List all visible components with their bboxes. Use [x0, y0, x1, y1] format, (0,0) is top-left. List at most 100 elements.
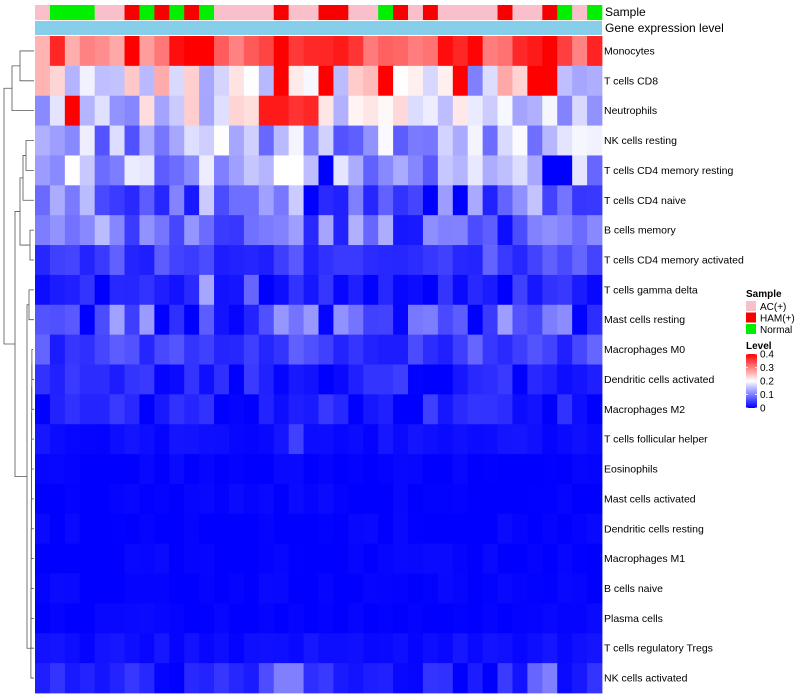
heatmap-cell: [228, 304, 245, 336]
heatmap-cell: [363, 573, 379, 604]
heatmap-cell: [437, 603, 454, 634]
heatmap-cell: [288, 454, 304, 485]
heatmap-cell: [214, 424, 230, 455]
heatmap-cell: [587, 573, 603, 604]
heatmap-cell: [467, 65, 484, 97]
heatmap-cell: [64, 36, 81, 67]
heatmap-cell: [94, 334, 110, 365]
row-label: Eosinophils: [604, 464, 658, 476]
heatmap-cell: [35, 394, 51, 425]
heatmap-cell: [467, 603, 484, 634]
heatmap-cell: [109, 513, 125, 545]
heatmap-cell: [512, 125, 528, 156]
heatmap-cell: [243, 155, 260, 186]
row-label: NK cells activated: [604, 673, 688, 685]
heatmap-cell: [452, 424, 469, 455]
heatmap-cell: [437, 65, 454, 97]
heatmap-cell: [273, 304, 290, 336]
heatmap-cell: [94, 543, 110, 574]
heatmap-cell: [467, 394, 484, 425]
heatmap-cell: [497, 215, 513, 246]
legend-sample-label: Normal: [760, 325, 792, 336]
heatmap-cell: [228, 364, 245, 395]
heatmap-cell: [482, 245, 498, 276]
heatmap-cell: [318, 573, 334, 604]
heatmap-cell: [408, 603, 424, 634]
heatmap-cell: [303, 483, 319, 515]
heatmap-cell: [64, 633, 81, 664]
heatmap-cell: [79, 454, 96, 485]
heatmap-cell: [303, 603, 319, 634]
heatmap-cell: [452, 185, 469, 216]
heatmap-cell: [557, 125, 573, 156]
heatmap-cell: [318, 424, 334, 455]
heatmap-cell: [243, 36, 260, 67]
sample-annotation-label: Sample: [605, 5, 646, 19]
sample-annotation-cell: [363, 5, 379, 20]
heatmap-cell: [408, 513, 424, 545]
heatmap-cell: [378, 215, 394, 246]
sample-annotation-cell: [527, 5, 543, 20]
heatmap-cell: [288, 394, 304, 425]
heatmap-cell: [139, 364, 155, 395]
heatmap-cell: [363, 304, 379, 336]
heatmap-cell: [243, 95, 260, 126]
heatmap-cell: [527, 663, 543, 694]
heatmap-cell: [184, 215, 200, 246]
heatmap-cell: [35, 215, 51, 246]
heatmap-cell: [79, 513, 96, 545]
heatmap-cell: [199, 663, 215, 694]
heatmap-cell: [467, 155, 484, 186]
heatmap-cell: [348, 334, 364, 365]
heatmap-cell: [35, 364, 51, 395]
heatmap-cell: [333, 125, 349, 156]
heatmap-cell: [79, 424, 96, 455]
heatmap-cell: [572, 274, 588, 306]
heatmap-cell: [303, 633, 319, 664]
heatmap-cell: [333, 364, 349, 395]
heatmap-cell: [587, 65, 603, 97]
heatmap-cell: [587, 543, 603, 574]
sample-annotation-cell: [512, 5, 528, 20]
heatmap-cell: [527, 454, 543, 485]
sample-annotation-cell: [482, 5, 498, 20]
heatmap-cell: [333, 543, 349, 574]
heatmap-cell: [109, 274, 125, 306]
heatmap-cell: [378, 454, 394, 485]
heatmap-cell: [437, 185, 454, 216]
heatmap-cell: [258, 125, 275, 156]
heatmap-cell: [79, 483, 96, 515]
heatmap-cell: [452, 364, 469, 395]
heatmap-cell: [214, 36, 230, 67]
heatmap-cell: [139, 513, 155, 545]
heatmap-cell: [199, 185, 215, 216]
heatmap-cell: [288, 633, 304, 664]
heatmap-cell: [288, 364, 304, 395]
heatmap-cell: [572, 185, 588, 216]
heatmap-cell: [288, 95, 304, 126]
heatmap-cell: [79, 95, 96, 126]
heatmap-cell: [437, 513, 454, 545]
heatmap-cell: [124, 633, 140, 664]
sample-annotation-cell: [557, 5, 573, 20]
heatmap-cell: [49, 543, 66, 574]
heatmap-cell: [422, 155, 439, 186]
heatmap-cell: [542, 513, 558, 545]
heatmap-cell: [109, 215, 125, 246]
legend-level-tick-label: 0.2: [760, 377, 774, 388]
heatmap-cell: [422, 633, 439, 664]
heatmap-cell: [35, 245, 51, 276]
heatmap-cell: [378, 424, 394, 455]
heatmap-cell: [139, 543, 155, 574]
heatmap-cell: [393, 95, 409, 126]
sample-annotation-cell: [243, 5, 260, 20]
sample-annotation-cell: [333, 5, 349, 20]
heatmap-cell: [452, 65, 469, 97]
heatmap-cell: [437, 454, 454, 485]
heatmap-cell: [228, 513, 245, 545]
heatmap-cell: [467, 334, 484, 365]
heatmap-cell: [393, 65, 409, 97]
heatmap-cell: [64, 185, 81, 216]
heatmap-cell: [288, 245, 304, 276]
heatmap-cell: [154, 424, 170, 455]
